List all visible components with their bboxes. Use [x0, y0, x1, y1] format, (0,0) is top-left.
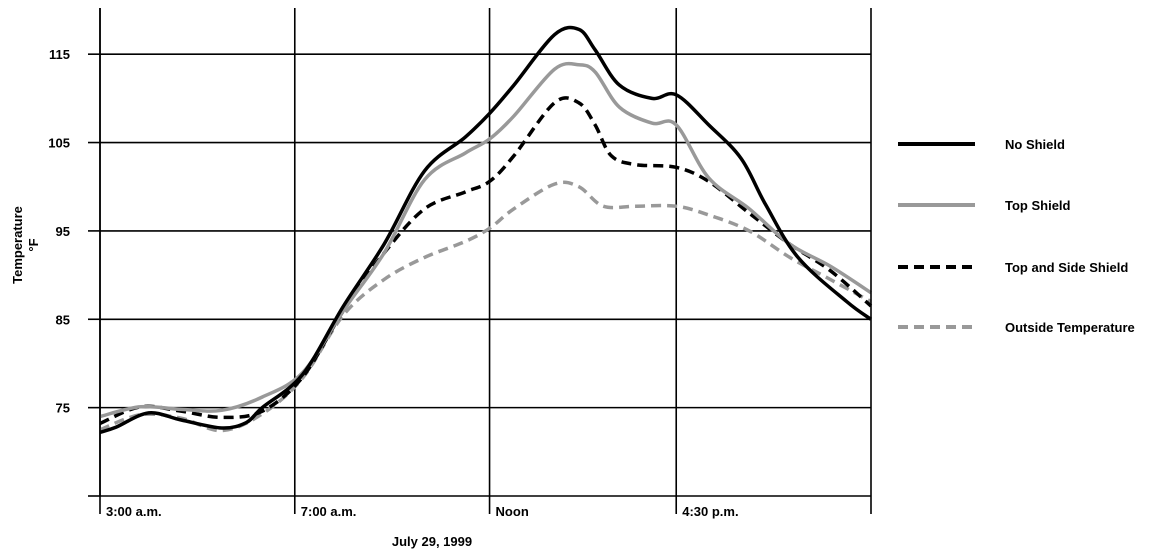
series-line-top-shield — [99, 61, 872, 419]
series-line-no-shield — [99, 25, 873, 435]
legend-label-outside-temperature: Outside Temperature — [1005, 320, 1135, 335]
y-axis-label: Temperature — [10, 206, 25, 284]
legend-label-no-shield: No Shield — [1005, 137, 1065, 152]
legend-label-top-shield: Top Shield — [1005, 198, 1071, 213]
series-line-top-and-side-shield — [99, 96, 873, 426]
y-tick-label-115: 115 — [49, 47, 70, 62]
legend: No Shield Top Shield Top and Side Shield Ou… — [898, 137, 1135, 335]
y-tick-labels: 75 85 95 105 115 — [48, 47, 70, 415]
axes — [88, 8, 872, 514]
y-tick-label-75: 75 — [56, 401, 70, 416]
legend-label-top-and-side-shield: Top and Side Shield — [1005, 260, 1128, 275]
y-tick-label-105: 105 — [48, 136, 70, 151]
x-tick-labels: 3:00 a.m. 7:00 a.m. Noon 4:30 p.m. — [106, 504, 739, 519]
y-tick-label-95: 95 — [56, 224, 70, 239]
series-lines — [99, 25, 873, 435]
x-tick-label-3: 4:30 p.m. — [682, 504, 738, 519]
x-tick-label-0: 3:00 a.m. — [106, 504, 162, 519]
x-axis-label: July 29, 1999 — [392, 534, 472, 549]
grid — [99, 8, 871, 514]
y-tick-label-85: 85 — [56, 312, 70, 327]
x-tick-label-2: Noon — [496, 504, 529, 519]
x-tick-label-1: 7:00 a.m. — [301, 504, 357, 519]
y-axis-unit: °F — [26, 238, 41, 251]
